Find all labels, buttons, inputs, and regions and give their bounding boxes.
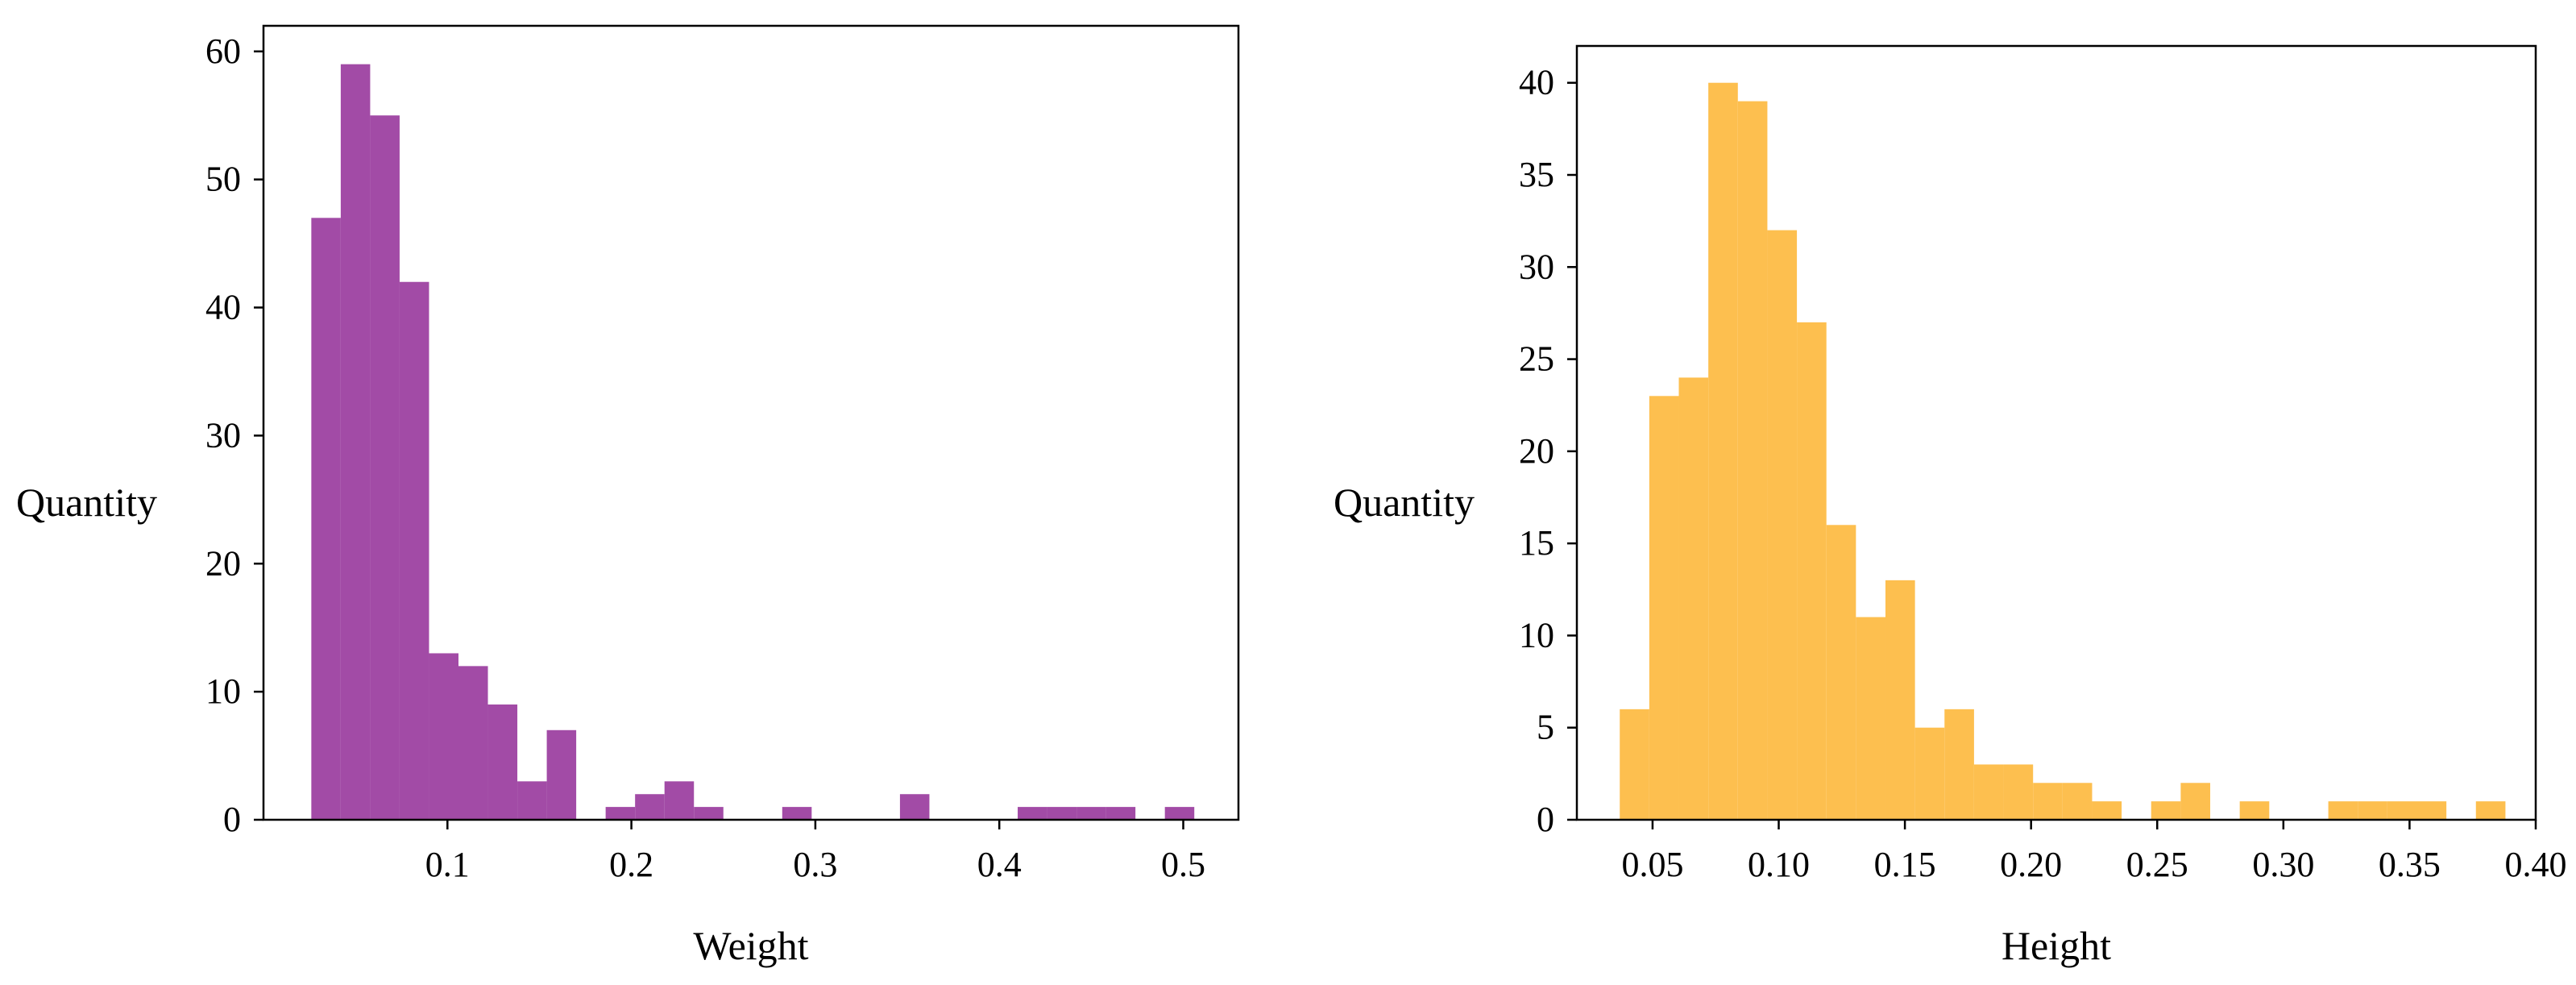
histogram-bar bbox=[635, 794, 665, 820]
y-tick-label: 20 bbox=[1519, 431, 1554, 471]
histogram-bar bbox=[664, 781, 695, 820]
x-tick-label: 0.35 bbox=[2379, 845, 2441, 884]
histogram-bar bbox=[2180, 783, 2211, 820]
histogram-bar bbox=[546, 729, 577, 820]
x-tick-label: 0.15 bbox=[1874, 845, 1936, 884]
histogram-bar bbox=[340, 64, 371, 820]
histogram-bar bbox=[1076, 807, 1106, 820]
histogram-bar bbox=[2092, 801, 2122, 820]
histogram-bar bbox=[1885, 580, 1915, 820]
x-tick-label: 0.05 bbox=[1621, 845, 1683, 884]
y-tick-label: 30 bbox=[1519, 247, 1554, 286]
y-tick-label: 40 bbox=[1519, 63, 1554, 102]
y-tick-label: 10 bbox=[205, 671, 241, 711]
y-tick-label: 0 bbox=[1537, 800, 1554, 839]
y-tick-label: 0 bbox=[223, 800, 241, 839]
histogram-bar bbox=[2387, 801, 2417, 820]
histogram-bar bbox=[1105, 807, 1136, 820]
histogram-bar bbox=[399, 281, 429, 820]
histogram-bar bbox=[605, 807, 636, 820]
histogram-bar bbox=[899, 794, 930, 820]
y-tick-label: 10 bbox=[1519, 615, 1554, 655]
x-tick-label: 0.1 bbox=[425, 845, 470, 884]
histogram-bar bbox=[311, 218, 341, 820]
histogram-bar bbox=[2328, 801, 2358, 820]
histogram-bar bbox=[1737, 101, 1768, 821]
histogram-bar bbox=[2239, 801, 2270, 820]
histogram-bar bbox=[2033, 783, 2063, 820]
histogram-bar bbox=[1767, 230, 1798, 821]
y-tick-label: 35 bbox=[1519, 155, 1554, 194]
histogram-bar bbox=[1914, 727, 1945, 820]
histogram-bar bbox=[1826, 525, 1856, 820]
histogram-bar bbox=[2358, 801, 2387, 820]
x-tick-label: 0.2 bbox=[609, 845, 653, 884]
weight-histogram-panel: 0 10 20 30 40 50 60 0.1 0.2 0.3 0.4 0.5 Weight Quanti… bbox=[16, 24, 1240, 968]
histogram-bar bbox=[1944, 709, 1974, 820]
histogram-bar bbox=[517, 781, 547, 820]
histogram-bar bbox=[1649, 396, 1679, 820]
histogram-bar bbox=[1164, 807, 1195, 820]
x-axis-label: Weight bbox=[693, 923, 808, 968]
y-axis-label: Quantity bbox=[16, 480, 157, 525]
histogram-bar bbox=[487, 704, 518, 820]
histogram-bar bbox=[2151, 801, 2181, 820]
histogram-bar bbox=[370, 115, 400, 821]
histogram-bar bbox=[2062, 783, 2093, 820]
histogram-bar bbox=[1620, 709, 1649, 820]
x-tick-label: 0.4 bbox=[977, 845, 1022, 884]
y-tick-label: 20 bbox=[205, 543, 241, 583]
histogram-bar bbox=[1047, 807, 1077, 820]
histogram-bar bbox=[458, 666, 488, 820]
y-tick-label: 25 bbox=[1519, 339, 1554, 379]
histogram-bar bbox=[694, 807, 724, 820]
y-tick-label: 5 bbox=[1537, 708, 1554, 747]
x-tick-label: 0.30 bbox=[2252, 845, 2314, 884]
histogram-bar bbox=[1797, 322, 1827, 820]
y-tick-label: 30 bbox=[205, 415, 241, 455]
x-tick-label: 0.40 bbox=[2505, 845, 2567, 884]
plot-frame bbox=[1575, 44, 2537, 821]
x-tick-label: 0.10 bbox=[1748, 845, 1810, 884]
y-axis-label: Quantity bbox=[1334, 480, 1475, 525]
y-tick-label: 50 bbox=[205, 160, 241, 199]
x-axis-label: Height bbox=[2001, 923, 2111, 968]
histogram-bar bbox=[1708, 82, 1738, 820]
histogram-bar bbox=[1018, 807, 1047, 820]
plot-frame bbox=[262, 24, 1240, 821]
histogram-bar bbox=[782, 807, 812, 820]
y-tick-label: 40 bbox=[205, 288, 241, 327]
histogram-bar bbox=[2475, 801, 2506, 820]
histogram-bar bbox=[2416, 801, 2447, 820]
x-tick-label: 0.5 bbox=[1161, 845, 1205, 884]
y-tick-label: 60 bbox=[205, 31, 241, 71]
histogram-bar bbox=[2003, 764, 2034, 820]
histogram-bar bbox=[1973, 764, 2004, 820]
histogram-bar bbox=[1678, 377, 1709, 820]
histogram-bar bbox=[429, 653, 458, 820]
x-tick-label: 0.3 bbox=[793, 845, 837, 884]
x-tick-label: 0.20 bbox=[2000, 845, 2062, 884]
height-histogram-panel: 0 5 10 15 20 25 30 35 40 0.05 0.10 0.15 0.20 0.25 0.30… bbox=[1334, 44, 2567, 968]
x-tick-label: 0.25 bbox=[2126, 845, 2188, 884]
y-tick-label: 15 bbox=[1519, 523, 1554, 563]
histogram-bar bbox=[1856, 617, 1885, 820]
